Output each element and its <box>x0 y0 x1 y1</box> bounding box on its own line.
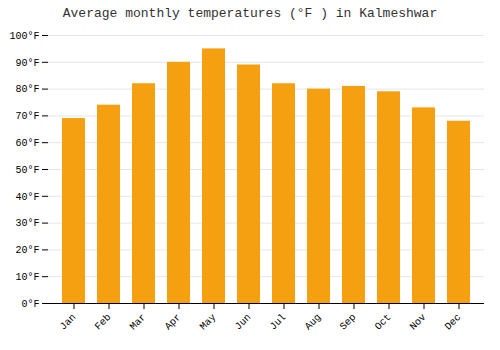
svg-text:Dec: Dec <box>443 312 464 333</box>
svg-text:30°F: 30°F <box>15 218 39 229</box>
svg-text:Aug: Aug <box>303 312 324 333</box>
svg-text:0°F: 0°F <box>21 299 39 310</box>
svg-text:Apr: Apr <box>163 312 184 333</box>
svg-text:50°F: 50°F <box>15 165 39 176</box>
svg-text:40°F: 40°F <box>15 192 39 203</box>
svg-text:80°F: 80°F <box>15 84 39 95</box>
svg-text:10°F: 10°F <box>15 272 39 283</box>
svg-text:Mar: Mar <box>128 312 149 333</box>
svg-text:Jul: Jul <box>268 312 289 333</box>
html-text:Average monthly temperatures (: Average monthly temperatures (°F ) in Ka… <box>62 6 438 21</box>
svg-text:90°F: 90°F <box>15 58 39 69</box>
svg-text:70°F: 70°F <box>15 111 39 122</box>
svg-text:Nov: Nov <box>408 312 429 333</box>
svg-text:Sep: Sep <box>338 312 359 333</box>
svg-text:May: May <box>198 312 219 333</box>
svg-text:100°F: 100°F <box>9 31 39 42</box>
svg-text:Jun: Jun <box>233 312 254 333</box>
svg-text:Oct: Oct <box>373 312 394 333</box>
svg-text:Feb: Feb <box>93 312 114 333</box>
svg-text:Jan: Jan <box>58 312 79 333</box>
svg-text:60°F: 60°F <box>15 138 39 149</box>
svg-text:20°F: 20°F <box>15 245 39 256</box>
